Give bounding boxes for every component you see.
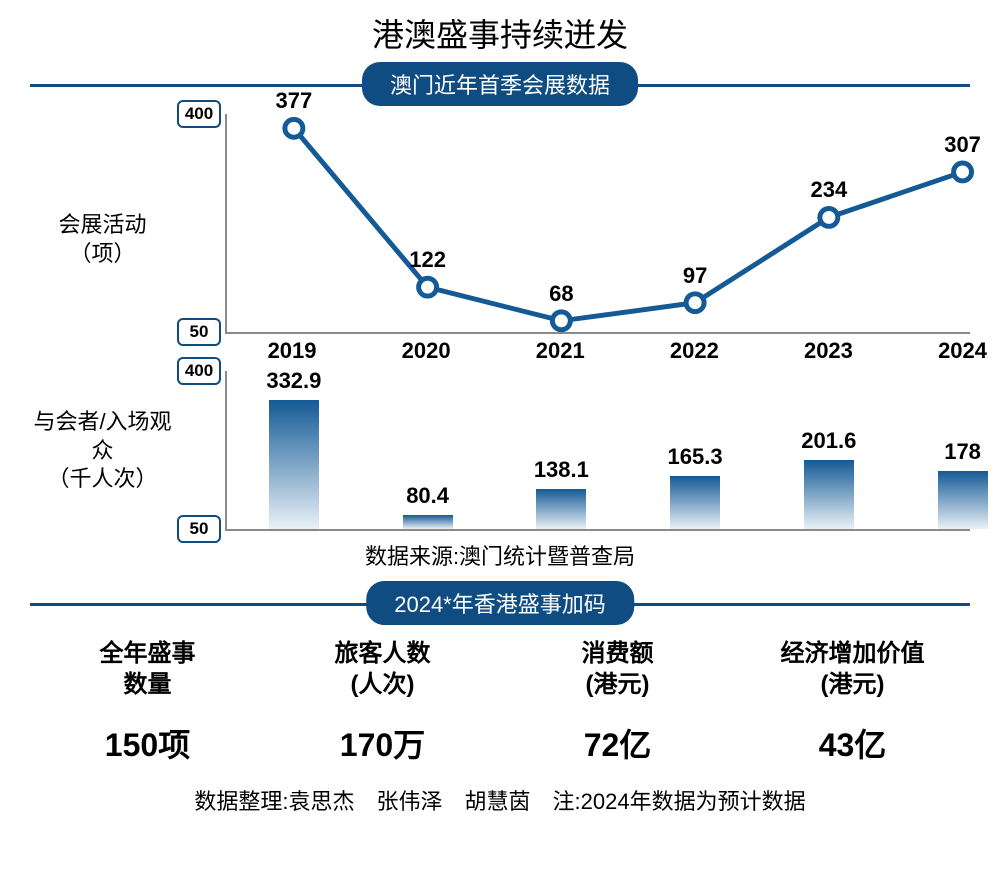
bar-chart-row: 与会者/入场观众（千人次） 50400332.980.4138.1165.320… <box>30 371 970 531</box>
bar <box>403 515 453 529</box>
stats-row: 全年盛事数量 150项旅客人数(人次) 170万消费额(港元) 72亿经济增加价值(港… <box>30 638 970 766</box>
bar-value-label: 178 <box>944 439 981 465</box>
y-tick: 50 <box>177 318 221 346</box>
stat-item: 经济增加价值(港元) 43亿 <box>735 638 970 766</box>
y-tick: 400 <box>177 357 221 385</box>
stat-item: 旅客人数(人次) 170万 <box>265 638 500 766</box>
bar-value-label: 138.1 <box>534 457 589 483</box>
data-source: 数据来源:澳门统计暨普查局 <box>30 539 970 571</box>
bar-value-label: 332.9 <box>266 368 321 394</box>
section2-header: 2024*年香港盛事加码 <box>30 583 970 623</box>
bar-value-label: 165.3 <box>668 444 723 470</box>
line-value-label: 234 <box>810 177 847 203</box>
line-chart-plot: 504003771226897234307 <box>225 114 970 334</box>
stat-value: 150项 <box>30 720 265 766</box>
bar <box>269 400 319 529</box>
x-tick-year: 2021 <box>536 338 585 364</box>
line-value-label: 68 <box>549 281 573 307</box>
section1-badge: 澳门近年首季会展数据 <box>362 62 638 106</box>
section2-badge: 2024*年香港盛事加码 <box>366 581 634 625</box>
x-tick-year: 2023 <box>804 338 853 364</box>
x-tick-year: 2020 <box>402 338 451 364</box>
bar <box>670 476 720 529</box>
line-chart-ylabel: 会展活动（项） <box>30 211 175 268</box>
bar-chart-plot: 50400332.980.4138.1165.3201.6178 <box>225 371 970 531</box>
bar <box>536 489 586 529</box>
bar <box>804 460 854 529</box>
section1-header: 澳门近年首季会展数据 <box>30 64 970 104</box>
line-value-label: 97 <box>683 263 707 289</box>
y-tick: 400 <box>177 100 221 128</box>
bar-chart-ylabel: 与会者/入场观众（千人次） <box>30 408 175 494</box>
line-value-label: 122 <box>409 247 446 273</box>
line-value-label: 307 <box>944 132 981 158</box>
bar-value-label: 80.4 <box>406 483 449 509</box>
stat-value: 43亿 <box>735 720 970 766</box>
stat-value: 72亿 <box>500 720 735 766</box>
x-tick-year: 2022 <box>670 338 719 364</box>
stat-label: 消费额(港元) <box>500 638 735 700</box>
line-chart-row: 会展活动（项） 504003771226897234307 2019202020… <box>30 114 970 366</box>
x-tick-year: 2019 <box>268 338 317 364</box>
stat-label: 经济增加价值(港元) <box>735 638 970 700</box>
footer-note: 数据整理:袁思杰 张伟泽 胡慧茵 注:2024年数据为预计数据 <box>30 784 970 816</box>
line-value-label: 377 <box>276 88 313 114</box>
line-chart-xaxis: 201920202021202220232024 <box>225 334 970 366</box>
main-title: 港澳盛事持续迸发 <box>30 10 970 56</box>
bar-value-label: 201.6 <box>801 428 856 454</box>
x-tick-year: 2024 <box>938 338 987 364</box>
y-tick: 50 <box>177 515 221 543</box>
stat-item: 全年盛事数量 150项 <box>30 638 265 766</box>
stat-label: 旅客人数(人次) <box>265 638 500 700</box>
bar <box>938 471 988 530</box>
stat-value: 170万 <box>265 720 500 766</box>
stat-item: 消费额(港元) 72亿 <box>500 638 735 766</box>
stat-label: 全年盛事数量 <box>30 638 265 700</box>
